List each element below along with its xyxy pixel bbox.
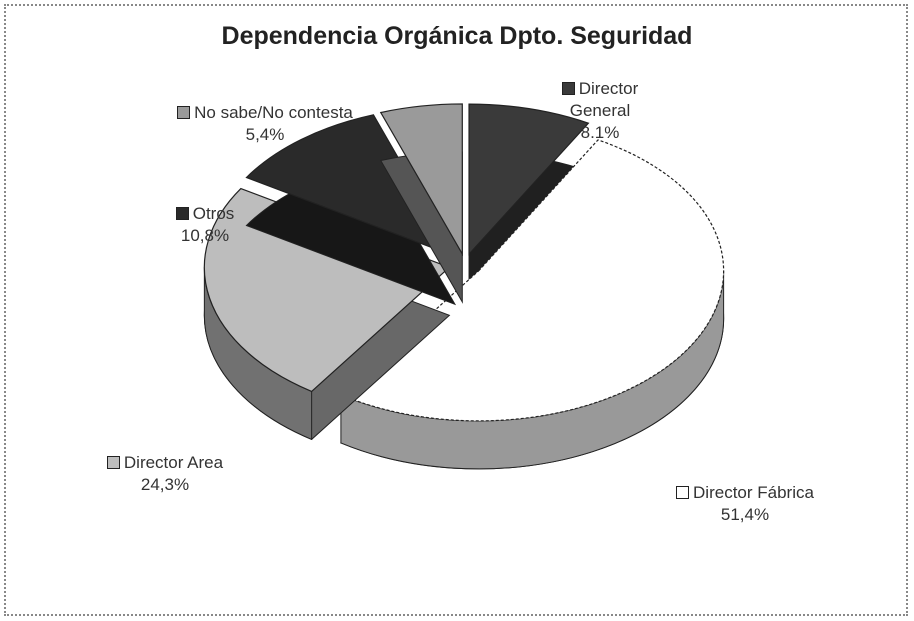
slice-top	[468, 103, 590, 256]
legend-swatch	[676, 486, 690, 499]
legend-swatch	[177, 106, 191, 119]
slice	[379, 103, 463, 304]
slice-label: No sabe/No contesta 5,4%	[175, 102, 355, 146]
chart-title: Dependencia Orgánica Dpto. Seguridad	[221, 22, 693, 50]
legend-swatch	[561, 82, 575, 95]
legend-swatch	[175, 207, 189, 220]
slice	[245, 114, 457, 306]
category-name: No sabe/No contesta	[194, 103, 353, 122]
value-label: 51,4%	[720, 505, 770, 524]
category-name: Director Fábrica	[693, 483, 814, 502]
category-name: Director General	[569, 79, 639, 120]
slice-top	[203, 187, 451, 393]
slice-top	[379, 103, 463, 257]
value-label: 8.1%	[580, 123, 620, 142]
slice-top	[245, 114, 457, 258]
frame	[4, 4, 908, 616]
legend-swatch	[106, 456, 120, 469]
slice-label: Director Fábrica 51,4%	[630, 482, 860, 526]
slice-top	[339, 139, 725, 422]
slice	[203, 187, 451, 441]
slice-label: Director Area 24,3%	[65, 452, 265, 496]
slice-label: Otros 10,8%	[150, 203, 260, 247]
category-name: Director Area	[123, 453, 224, 472]
slice-label: Director General 8.1%	[545, 78, 655, 144]
value-label: 10,8%	[180, 226, 230, 245]
value-label: 24,3%	[140, 475, 190, 494]
value-label: 5,4%	[245, 125, 285, 144]
category-name: Otros	[192, 204, 235, 223]
slice	[339, 139, 725, 470]
